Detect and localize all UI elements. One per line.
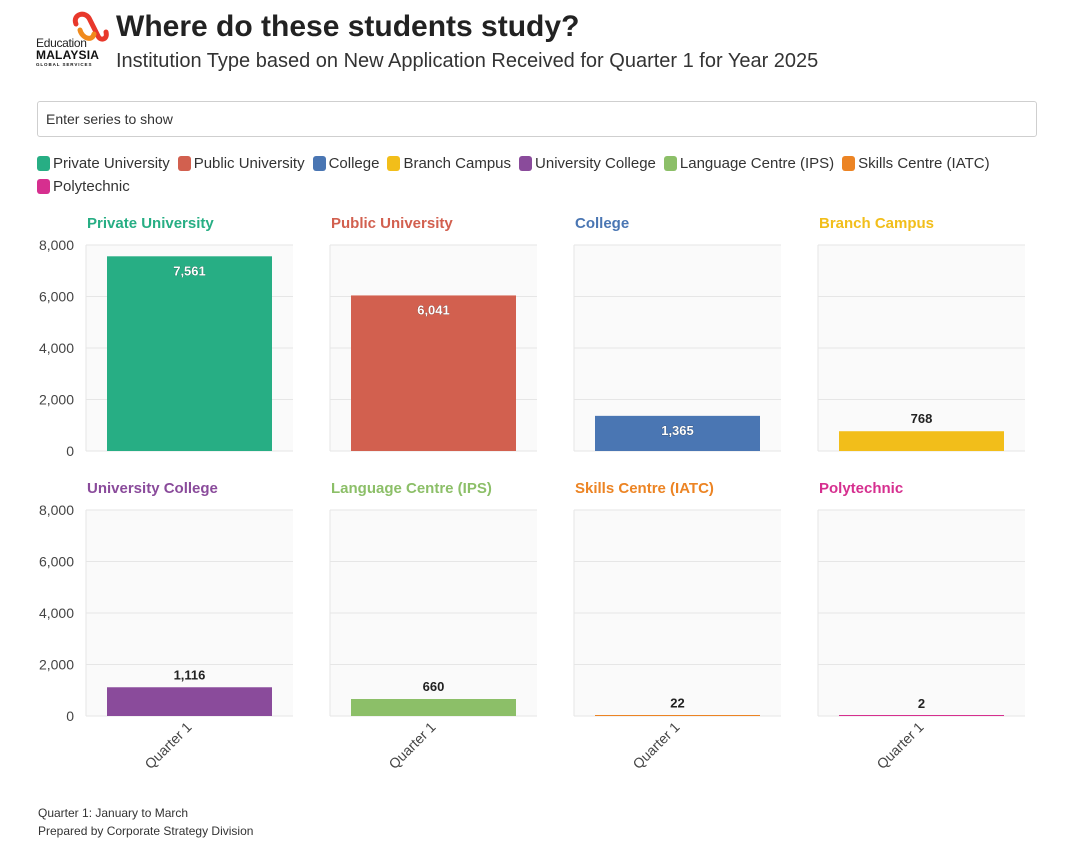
y-tick-label: 4,000 <box>39 340 74 356</box>
bar-skills-centre-iatc <box>595 715 760 716</box>
bar-value-label: 2 <box>918 696 925 711</box>
legend-item-polytechnic[interactable]: Polytechnic <box>37 177 130 196</box>
panel-skills-centre-iatc: Skills Centre (IATC) 22 <box>573 480 781 717</box>
legend-item-language-centre-ips[interactable]: Language Centre (IPS) <box>663 154 835 173</box>
bar-university-college <box>107 687 272 716</box>
panel-language-centre-ips: Language Centre (IPS) 660 <box>329 480 537 717</box>
legend-swatch <box>312 156 326 171</box>
legend-item-university-college[interactable]: University College <box>519 154 656 173</box>
logo-mark-icon <box>72 11 109 42</box>
bar-value-label: 1,116 <box>174 667 206 682</box>
panel-title: Public University <box>331 215 453 232</box>
logo-text-education: Education <box>36 36 87 50</box>
legend-swatch <box>37 156 50 171</box>
y-tick-label: 0 <box>66 443 74 459</box>
y-tick-label: 8,000 <box>39 502 74 518</box>
bar-private-university <box>107 256 272 451</box>
footnote-quarter-definition: Quarter 1: January to March <box>38 806 189 820</box>
bar-value-label: 660 <box>423 679 445 694</box>
panel-title: University College <box>87 480 218 497</box>
bar-language-centre-ips <box>351 699 516 716</box>
panel-title: Private University <box>87 215 214 232</box>
y-tick-label: 6,000 <box>39 289 74 305</box>
panel-polytechnic: Polytechnic 2 <box>817 480 1025 717</box>
bar-value-label: 1,365 <box>661 423 694 438</box>
legend-item-college[interactable]: College <box>312 154 380 173</box>
bar-value-label: 6,041 <box>417 302 450 317</box>
y-tick-label: 8,000 <box>39 237 74 253</box>
page-title: Where do these students study? <box>116 10 580 43</box>
x-category-label: Quarter 1 <box>873 719 926 772</box>
chart-legend: Private University Public University Colle… <box>37 154 1037 196</box>
panel-title: Branch Campus <box>819 215 934 232</box>
x-category-label: Quarter 1 <box>141 719 194 772</box>
legend-label: College <box>328 155 380 172</box>
bar-value-label: 22 <box>670 695 684 710</box>
legend-label: Branch Campus <box>403 155 512 172</box>
series-search-input[interactable] <box>37 101 1037 137</box>
legend-swatch <box>519 156 533 171</box>
legend-item-public-university[interactable]: Public University <box>177 154 305 173</box>
bar-value-label: 768 <box>911 411 933 426</box>
y-tick-label: 6,000 <box>39 554 74 570</box>
legend-item-skills-centre-iatc[interactable]: Skills Centre (IATC) <box>842 154 990 173</box>
education-malaysia-logo: Education MALAYSIA GLOBAL SERVICES <box>36 10 110 70</box>
logo-text-malaysia: MALAYSIA <box>36 48 100 62</box>
legend-label: Skills Centre (IATC) <box>858 155 990 172</box>
bar-public-university <box>351 295 516 451</box>
legend-item-branch-campus[interactable]: Branch Campus <box>387 154 511 173</box>
legend-swatch <box>663 156 677 171</box>
legend-swatch <box>37 179 50 194</box>
panel-title: College <box>575 215 629 232</box>
bar-polytechnic <box>839 715 1004 716</box>
panel-branch-campus: Branch Campus 768 <box>817 215 1025 452</box>
y-tick-label: 0 <box>66 708 74 724</box>
y-tick-label: 4,000 <box>39 605 74 621</box>
bar-branch-campus <box>839 431 1004 451</box>
legend-item-private-university[interactable]: Private University <box>37 154 170 173</box>
footnote-prepared-by: Prepared by Corporate Strategy Division <box>38 824 254 838</box>
x-category-label: Quarter 1 <box>385 719 438 772</box>
bar-value-label: 7,561 <box>173 263 206 278</box>
legend-label: Language Centre (IPS) <box>679 155 835 172</box>
panel-title: Language Centre (IPS) <box>331 480 492 497</box>
legend-label: Private University <box>53 155 170 172</box>
legend-swatch <box>842 156 856 171</box>
x-category-label: Quarter 1 <box>629 719 682 772</box>
page-subtitle: Institution Type based on New Applicatio… <box>116 50 819 72</box>
panel-public-university: Public University 6,041 <box>329 215 537 452</box>
y-tick-label: 2,000 <box>39 657 74 673</box>
legend-swatch <box>387 156 401 171</box>
panel-title: Skills Centre (IATC) <box>575 480 714 497</box>
panel-title: Polytechnic <box>819 480 903 497</box>
panel-private-university: Private University 7,561 <box>85 215 293 452</box>
legend-swatch <box>177 156 191 171</box>
panel-college: College 1,365 <box>573 215 781 452</box>
panel-university-college: University College 1,116 <box>85 480 293 717</box>
logo-text-global-services: GLOBAL SERVICES <box>36 62 93 67</box>
y-tick-label: 2,000 <box>39 392 74 408</box>
legend-label: Public University <box>193 155 305 172</box>
legend-label: University College <box>535 155 656 172</box>
bar-college <box>595 415 760 451</box>
legend-label: Polytechnic <box>53 178 130 195</box>
header: Education MALAYSIA GLOBAL SERVICES Where… <box>36 10 1046 80</box>
